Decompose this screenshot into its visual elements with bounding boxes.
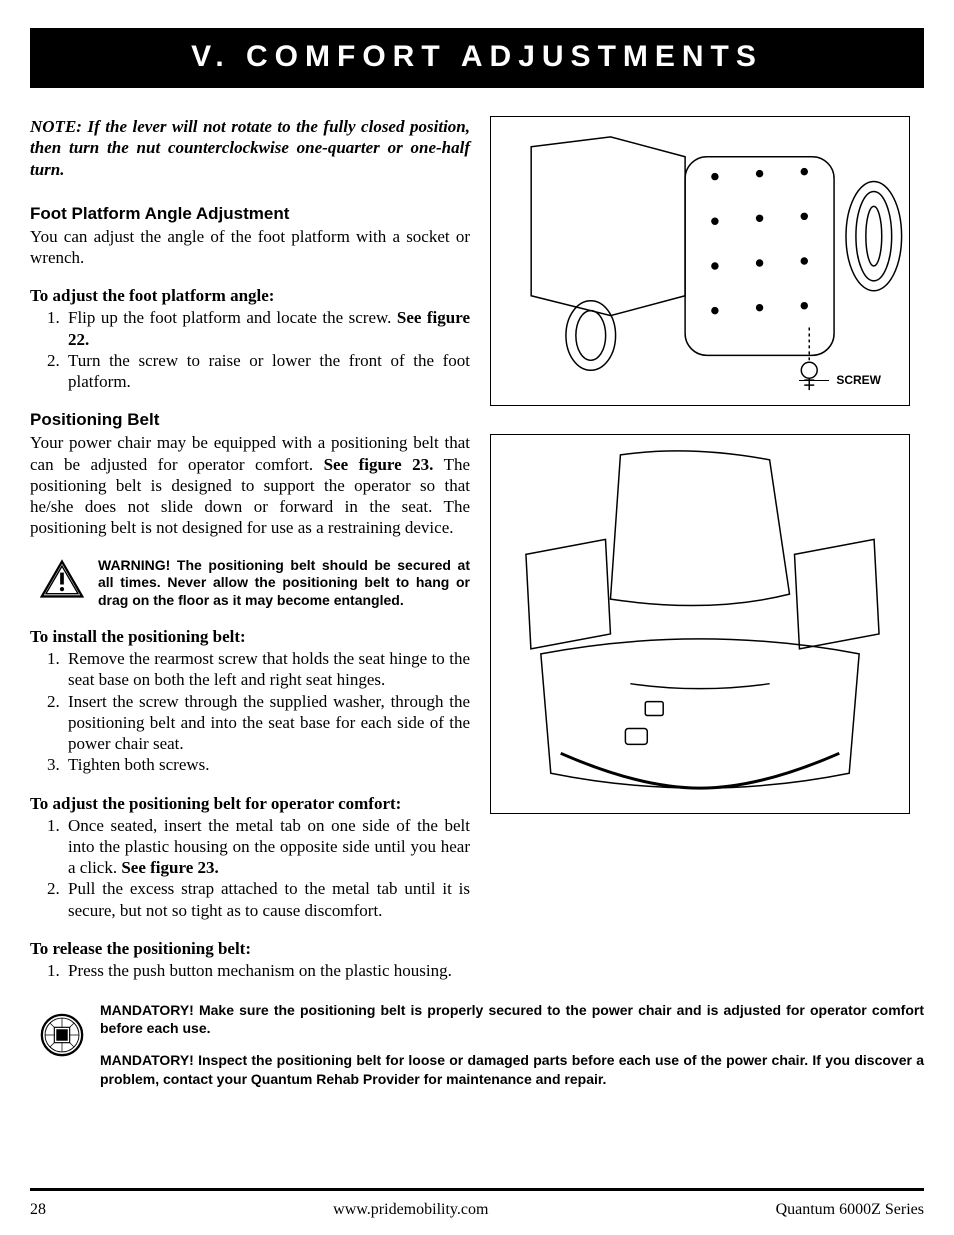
mandatory-icon <box>40 1013 84 1057</box>
page-footer: 28 www.pridemobility.com Quantum 6000Z S… <box>30 1201 924 1219</box>
warning-icon <box>40 559 84 599</box>
release-subheading: To release the positioning belt: <box>30 939 470 959</box>
list-item: Tighten both screws. <box>64 754 470 775</box>
content-area: NOTE: If the lever will not rotate to th… <box>30 116 924 989</box>
list-item: Insert the screw through the supplied wa… <box>64 691 470 755</box>
warning-text: WARNING! The positioning belt should be … <box>98 557 470 610</box>
right-column: SCREW <box>490 116 910 989</box>
list-item: Pull the excess strap attached to the me… <box>64 878 470 921</box>
warning-block: WARNING! The positioning belt should be … <box>40 557 470 610</box>
note-text: NOTE: If the lever will not rotate to th… <box>30 116 470 180</box>
foot-platform-heading: Foot Platform Angle Adjustment <box>30 204 470 224</box>
install-steps: Remove the rearmost screw that holds the… <box>30 648 470 776</box>
footer-rule <box>30 1188 924 1191</box>
product-name: Quantum 6000Z Series <box>776 1201 924 1219</box>
footer-url: www.pridemobility.com <box>333 1201 488 1219</box>
list-item: Turn the screw to raise or lower the fro… <box>64 350 470 393</box>
section-header: V. COMFORT ADJUSTMENTS <box>30 28 924 88</box>
figure-22: SCREW <box>490 116 910 406</box>
positioning-belt-body: Your power chair may be equipped with a … <box>30 432 470 538</box>
foot-adjust-subheading: To adjust the foot platform angle: <box>30 286 470 306</box>
mandatory-text-1: MANDATORY! Make sure the positioning bel… <box>100 1001 924 1037</box>
mandatory-text-2: MANDATORY! Inspect the positioning belt … <box>100 1051 924 1087</box>
mandatory-section: MANDATORY! Make sure the positioning bel… <box>30 1001 924 1102</box>
list-item: Once seated, insert the metal tab on one… <box>64 815 470 879</box>
install-subheading: To install the positioning belt: <box>30 627 470 647</box>
list-item: Press the push button mechanism on the p… <box>64 960 470 981</box>
adjust-steps: Once seated, insert the metal tab on one… <box>30 815 470 921</box>
figure-22-diagram <box>491 117 909 405</box>
foot-platform-body: You can adjust the angle of the foot pla… <box>30 226 470 269</box>
figure-23-diagram <box>491 435 909 813</box>
release-steps: Press the push button mechanism on the p… <box>30 960 470 981</box>
foot-adjust-steps: Flip up the foot platform and locate the… <box>30 307 470 392</box>
list-item: Remove the rearmost screw that holds the… <box>64 648 470 691</box>
figure-23 <box>490 434 910 814</box>
adjust-subheading: To adjust the positioning belt for opera… <box>30 794 470 814</box>
screw-label: SCREW <box>836 373 881 387</box>
list-item: Flip up the foot platform and locate the… <box>64 307 470 350</box>
screw-leader-line <box>799 380 829 382</box>
left-column: NOTE: If the lever will not rotate to th… <box>30 116 470 989</box>
positioning-belt-heading: Positioning Belt <box>30 410 470 430</box>
mandatory-row: MANDATORY! Make sure the positioning bel… <box>40 1001 924 1102</box>
page-number: 28 <box>30 1201 46 1219</box>
